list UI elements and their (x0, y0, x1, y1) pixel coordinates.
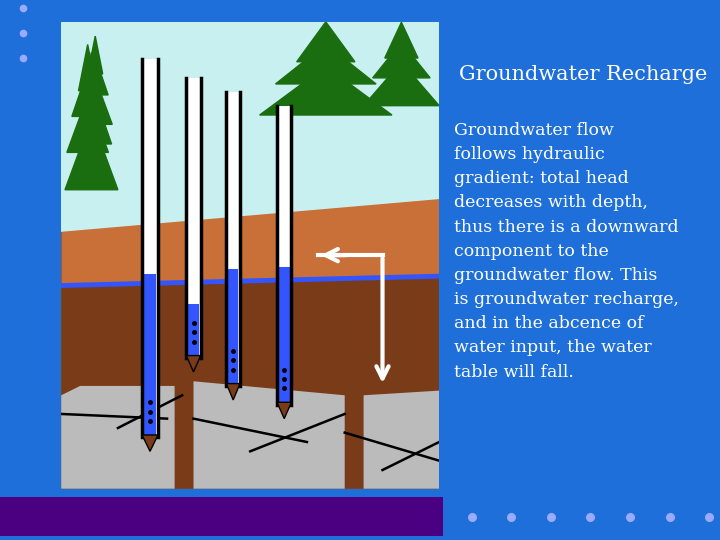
Polygon shape (364, 62, 439, 106)
Text: Groundwater Recharge: Groundwater Recharge (459, 65, 707, 84)
Bar (61, 22, 439, 232)
Polygon shape (61, 276, 439, 489)
Bar (277, 106, 292, 404)
Polygon shape (61, 199, 439, 489)
Polygon shape (80, 52, 103, 111)
Polygon shape (72, 70, 104, 117)
Polygon shape (71, 85, 112, 144)
Polygon shape (297, 22, 355, 62)
Polygon shape (260, 66, 392, 115)
Polygon shape (142, 435, 158, 451)
Bar (143, 274, 156, 435)
Polygon shape (277, 402, 292, 418)
Polygon shape (78, 44, 96, 91)
Polygon shape (373, 42, 430, 78)
Polygon shape (194, 381, 345, 489)
Polygon shape (65, 118, 118, 190)
Bar (188, 304, 199, 355)
Bar (228, 269, 238, 383)
Polygon shape (364, 390, 439, 489)
Polygon shape (61, 386, 175, 489)
Bar (142, 59, 158, 437)
Polygon shape (82, 57, 108, 95)
Polygon shape (226, 383, 240, 400)
Polygon shape (276, 44, 376, 84)
Polygon shape (78, 78, 112, 124)
Bar (0, 497, 443, 536)
Bar (226, 92, 240, 386)
Polygon shape (67, 96, 109, 152)
Polygon shape (186, 355, 201, 372)
Text: Groundwater flow
follows hydraulic
gradient: total head
decreases with depth,
th: Groundwater flow follows hydraulic gradi… (454, 122, 679, 381)
Polygon shape (88, 36, 103, 74)
Bar (279, 267, 290, 402)
Polygon shape (384, 22, 418, 58)
Bar (186, 78, 201, 358)
